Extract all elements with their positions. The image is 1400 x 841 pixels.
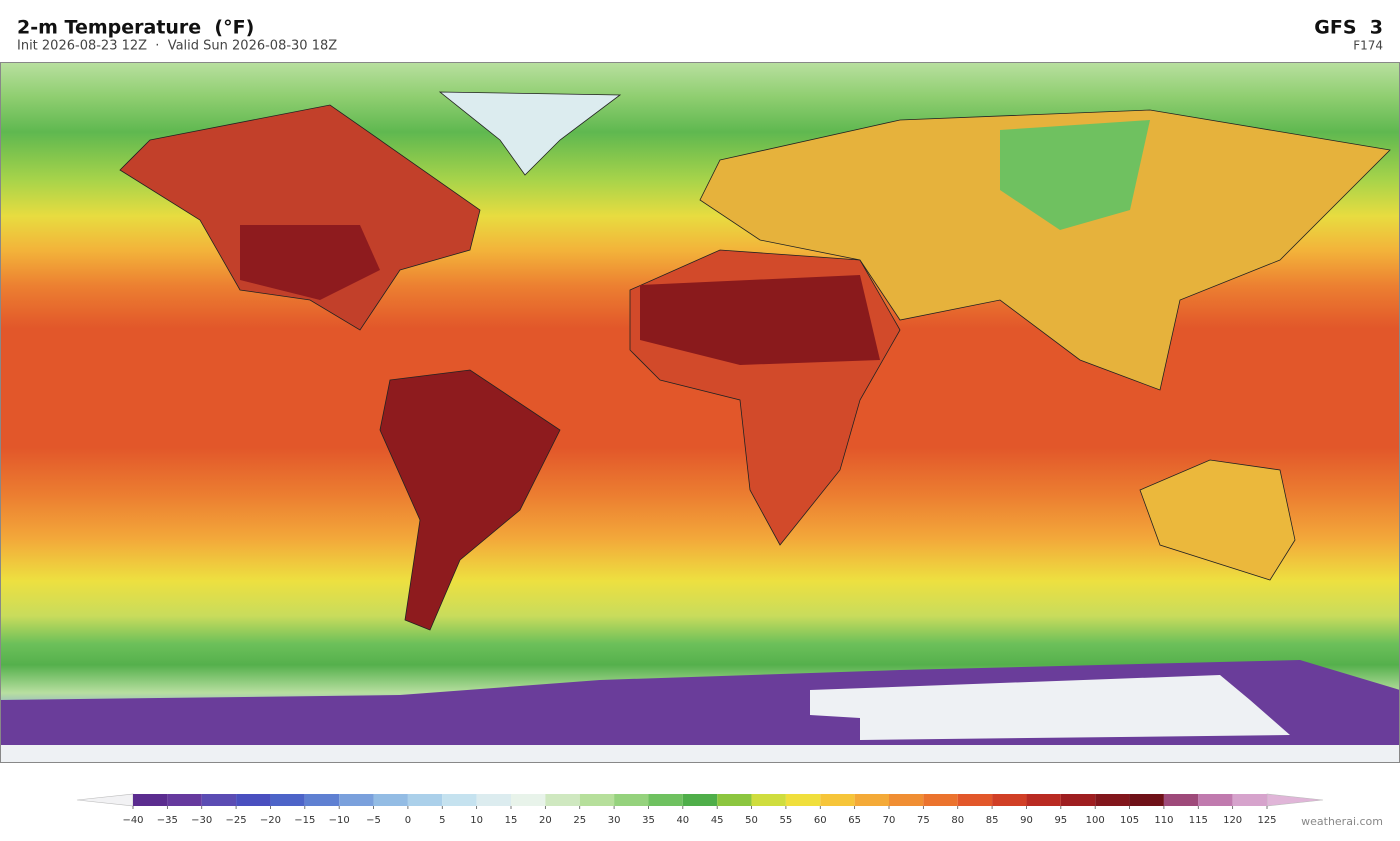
antarctica-ice (0, 745, 1400, 763)
tick-label: 90 (1020, 815, 1033, 826)
colorbar-cell (133, 794, 168, 806)
colorbar-cell (717, 794, 752, 806)
tick-label: −10 (329, 815, 350, 826)
colorbar-cell (1095, 794, 1130, 806)
colorbar-cell (614, 794, 649, 806)
tick-label: −35 (157, 815, 178, 826)
tick-label: 125 (1257, 815, 1276, 826)
greenland (438, 91, 622, 176)
north-america (119, 104, 481, 331)
colorbar-cell (1026, 794, 1061, 806)
tick-label: 40 (676, 815, 689, 826)
colorbar-cell (682, 794, 718, 806)
tick-label: 105 (1120, 815, 1139, 826)
tick-label: 100 (1086, 815, 1105, 826)
colorbar-cell (923, 794, 958, 806)
colorbar-cell (1129, 794, 1164, 806)
tick-label: 75 (917, 815, 930, 826)
colorbar-cell (648, 794, 683, 806)
subtitle: Init 2026-08-23 12Z · Valid Sun 2026-08-… (17, 39, 337, 54)
tick-label: 85 (986, 815, 999, 826)
colorbar-cell (167, 794, 202, 806)
colorbar-cell (511, 794, 546, 806)
colorbar-cell (957, 794, 993, 806)
tick-label: 65 (848, 815, 861, 826)
tick-label: 35 (642, 815, 655, 826)
title: 2-m Temperature (°F) (17, 17, 254, 39)
colorbar-cell (304, 794, 340, 806)
colorbar-cell (1198, 794, 1233, 806)
tick-label: 30 (608, 815, 621, 826)
colorbar-cell (201, 794, 237, 806)
tick-label: −5 (366, 815, 381, 826)
colorbar-cell (442, 794, 477, 806)
tick-label: 10 (470, 815, 483, 826)
tick-label: 0 (405, 815, 411, 826)
map (0, 62, 1400, 763)
antarctica-ice (810, 675, 1290, 740)
hot-region (640, 275, 880, 365)
tick-label: 55 (780, 815, 793, 826)
tick-label: 70 (883, 815, 896, 826)
colorbar-cell (1163, 794, 1199, 806)
colorbar-cell (820, 794, 855, 806)
tick-label: 25 (573, 815, 586, 826)
watermark: weatherai.com (1301, 815, 1383, 828)
colorbar-cell (476, 794, 511, 806)
tick-label: 45 (711, 815, 724, 826)
tick-label: 15 (505, 815, 518, 826)
eurasia (699, 109, 1391, 391)
colorbar: −40 −35 −30 −25 −20 −15 −10 −5 0 5 10 15 20 25 30 35 40 4… (76, 793, 1324, 826)
colorbar-under (76, 793, 134, 807)
forecast-hour: F174 (1353, 39, 1383, 53)
tick-label: −30 (191, 815, 212, 826)
colorbar-cell (785, 794, 821, 806)
cool-region (1000, 120, 1150, 230)
colorbar-over (1266, 793, 1324, 807)
tick-label: −25 (226, 815, 247, 826)
tick-label: 80 (951, 815, 964, 826)
colorbar-cell (339, 794, 374, 806)
colorbar-cell (751, 794, 786, 806)
model-name: GFS 3 (1314, 17, 1383, 39)
australia (1139, 459, 1296, 581)
tick-label: 115 (1189, 815, 1208, 826)
tick-label: −15 (294, 815, 315, 826)
hot-region (240, 225, 380, 300)
colorbar-cell (992, 794, 1027, 806)
tick-label: 95 (1054, 815, 1067, 826)
tick-label: 5 (439, 815, 445, 826)
tick-label: 60 (814, 815, 827, 826)
colorbar-cell (407, 794, 443, 806)
south-america (379, 369, 561, 631)
colorbar-cell (373, 794, 408, 806)
tick-label: −40 (122, 815, 143, 826)
colorbar-cell (236, 794, 271, 806)
colorbar-cell (1232, 794, 1267, 806)
tick-label: 20 (539, 815, 552, 826)
colorbar-cell (1060, 794, 1096, 806)
colorbar-cell (889, 794, 924, 806)
tick-label: −20 (260, 815, 281, 826)
tick-label: 120 (1223, 815, 1242, 826)
tick-label: 50 (745, 815, 758, 826)
colorbar-cell (579, 794, 615, 806)
colorbar-cell (545, 794, 580, 806)
colorbar-cell (270, 794, 305, 806)
colorbar-cell (854, 794, 889, 806)
tick-label: 110 (1154, 815, 1173, 826)
